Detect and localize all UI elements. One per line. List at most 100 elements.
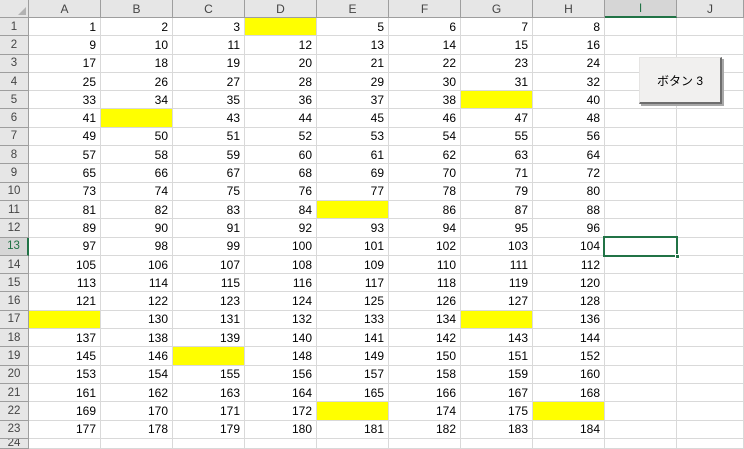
cell-F14[interactable]: 110: [389, 255, 461, 275]
cell-J14[interactable]: [677, 255, 744, 275]
cell-F20[interactable]: 158: [389, 365, 461, 384]
row-header-19[interactable]: 19: [0, 347, 29, 366]
cell-H10[interactable]: 80: [533, 182, 605, 201]
cell-E19[interactable]: 149: [317, 347, 389, 366]
cell-I7[interactable]: [605, 127, 677, 147]
cell-I22[interactable]: [605, 402, 677, 421]
cell-A3[interactable]: 17: [29, 54, 101, 73]
row-header-6[interactable]: 6: [0, 109, 29, 128]
cell-C9[interactable]: 67: [173, 164, 245, 183]
cell-I15[interactable]: [605, 274, 677, 293]
cell-A1[interactable]: 1: [29, 18, 101, 37]
row-header-21[interactable]: 21: [0, 383, 29, 403]
cell-B1[interactable]: 2: [101, 18, 173, 37]
cell-E14[interactable]: 109: [317, 255, 389, 275]
cell-A15[interactable]: 113: [29, 274, 101, 293]
cell-J10[interactable]: [677, 182, 744, 201]
cell-I9[interactable]: [605, 164, 677, 183]
cell-D4[interactable]: 28: [245, 72, 317, 92]
cell-J16[interactable]: [677, 292, 744, 311]
cell-I8[interactable]: [605, 146, 677, 165]
macro-button[interactable]: ボタン 3: [639, 57, 722, 104]
cell-F10[interactable]: 78: [389, 182, 461, 201]
row-header-2[interactable]: 2: [0, 36, 29, 55]
cell-D11[interactable]: 84: [245, 200, 317, 220]
cell-D16[interactable]: 124: [245, 292, 317, 311]
cell-A18[interactable]: 137: [29, 329, 101, 348]
cell-G24[interactable]: [461, 438, 533, 449]
cell-D18[interactable]: 140: [245, 329, 317, 348]
cell-E12[interactable]: 93: [317, 219, 389, 238]
cell-C15[interactable]: 115: [173, 274, 245, 293]
cell-G5[interactable]: [461, 91, 533, 110]
col-header-J[interactable]: J: [677, 0, 744, 18]
cell-G1[interactable]: 7: [461, 18, 533, 37]
cell-H3[interactable]: 24: [533, 54, 605, 73]
cell-I19[interactable]: [605, 347, 677, 366]
cell-A5[interactable]: 33: [29, 91, 101, 110]
cell-C16[interactable]: 123: [173, 292, 245, 311]
cell-F5[interactable]: 38: [389, 91, 461, 110]
cell-F6[interactable]: 46: [389, 109, 461, 128]
cell-A2[interactable]: 9: [29, 36, 101, 55]
cell-D2[interactable]: 12: [245, 36, 317, 55]
cell-H18[interactable]: 144: [533, 329, 605, 348]
cell-J8[interactable]: [677, 146, 744, 165]
cell-J21[interactable]: [677, 383, 744, 403]
cell-B13[interactable]: 98: [101, 237, 173, 256]
cell-G23[interactable]: 183: [461, 420, 533, 439]
cell-H16[interactable]: 128: [533, 292, 605, 311]
cell-C4[interactable]: 27: [173, 72, 245, 92]
col-header-H[interactable]: H: [533, 0, 605, 18]
cell-B4[interactable]: 26: [101, 72, 173, 92]
cell-I23[interactable]: [605, 420, 677, 439]
row-header-4[interactable]: 4: [0, 72, 29, 92]
col-header-I[interactable]: I: [605, 0, 677, 18]
cell-F23[interactable]: 182: [389, 420, 461, 439]
cell-J23[interactable]: [677, 420, 744, 439]
row-header-7[interactable]: 7: [0, 127, 29, 147]
cell-D13[interactable]: 100: [245, 237, 317, 256]
cell-C7[interactable]: 51: [173, 127, 245, 147]
cell-F11[interactable]: 86: [389, 200, 461, 220]
cell-B3[interactable]: 18: [101, 54, 173, 73]
row-header-16[interactable]: 16: [0, 292, 29, 311]
cell-D9[interactable]: 68: [245, 164, 317, 183]
cell-C1[interactable]: 3: [173, 18, 245, 37]
row-header-14[interactable]: 14: [0, 255, 29, 275]
cell-E21[interactable]: 165: [317, 383, 389, 403]
cell-J7[interactable]: [677, 127, 744, 147]
cell-D17[interactable]: 132: [245, 310, 317, 330]
cell-D19[interactable]: 148: [245, 347, 317, 366]
cell-I14[interactable]: [605, 255, 677, 275]
row-header-5[interactable]: 5: [0, 91, 29, 110]
cell-B7[interactable]: 50: [101, 127, 173, 147]
col-header-F[interactable]: F: [389, 0, 461, 18]
row-header-23[interactable]: 23: [0, 420, 29, 439]
cell-H24[interactable]: [533, 438, 605, 449]
cell-B11[interactable]: 82: [101, 200, 173, 220]
row-header-10[interactable]: 10: [0, 182, 29, 201]
cell-J1[interactable]: [677, 18, 744, 37]
cell-C24[interactable]: [173, 438, 245, 449]
cell-J15[interactable]: [677, 274, 744, 293]
cell-G17[interactable]: [461, 310, 533, 330]
cell-F9[interactable]: 70: [389, 164, 461, 183]
cell-J18[interactable]: [677, 329, 744, 348]
cell-F18[interactable]: 142: [389, 329, 461, 348]
cell-J20[interactable]: [677, 365, 744, 384]
cell-B12[interactable]: 90: [101, 219, 173, 238]
cell-B2[interactable]: 10: [101, 36, 173, 55]
cell-E20[interactable]: 157: [317, 365, 389, 384]
cell-J12[interactable]: [677, 219, 744, 238]
cell-J13[interactable]: [677, 237, 744, 256]
cell-I24[interactable]: [605, 438, 677, 449]
col-header-D[interactable]: D: [245, 0, 317, 18]
cell-H21[interactable]: 168: [533, 383, 605, 403]
cell-G8[interactable]: 63: [461, 146, 533, 165]
cell-G14[interactable]: 111: [461, 255, 533, 275]
cell-B17[interactable]: 130: [101, 310, 173, 330]
cell-E23[interactable]: 181: [317, 420, 389, 439]
cell-H13[interactable]: 104: [533, 237, 605, 256]
active-cell-outline[interactable]: [603, 236, 680, 259]
